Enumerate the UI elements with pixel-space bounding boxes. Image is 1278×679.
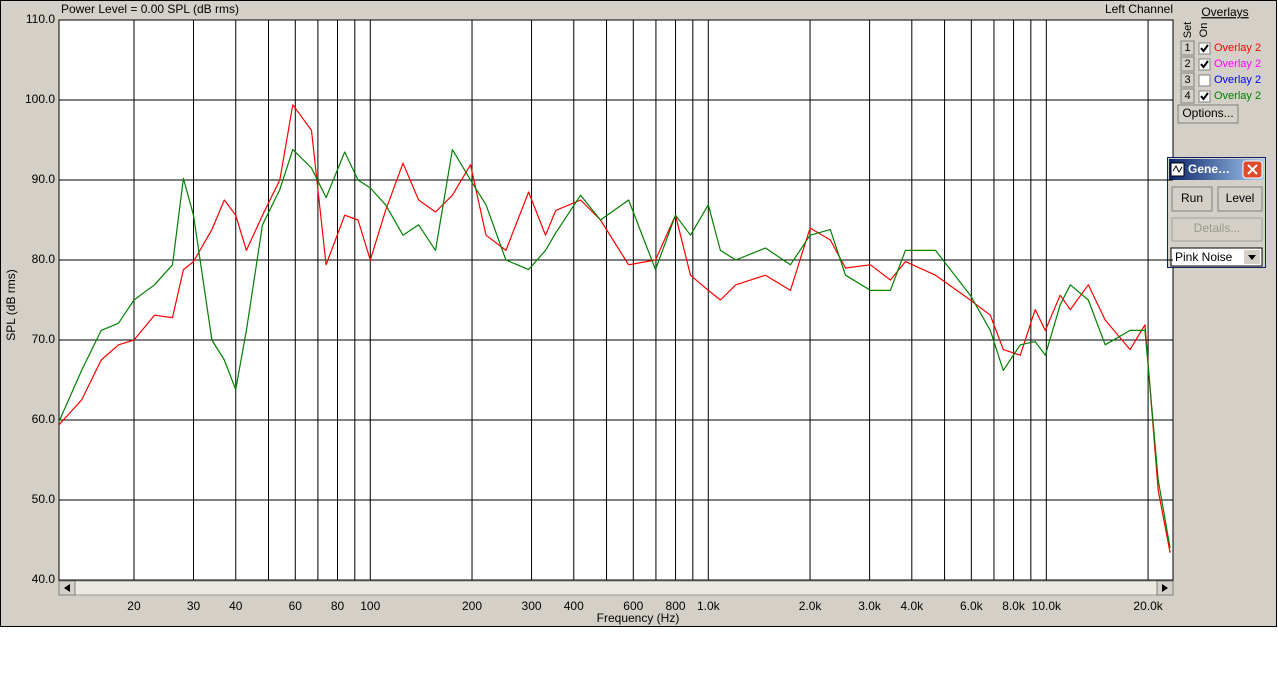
title-bar xyxy=(1169,159,1264,180)
set-number: 2 xyxy=(1184,58,1190,70)
x-tick-label: 800 xyxy=(666,599,686,613)
set-number: 3 xyxy=(1184,74,1190,86)
y-tick-label: 40.0 xyxy=(32,572,56,586)
set-button[interactable] xyxy=(1180,40,1195,56)
x-tick-label: 6.0k xyxy=(960,599,984,613)
x-tick-label: 20.0k xyxy=(1133,599,1163,613)
x-axis-label: Frequency (Hz) xyxy=(597,611,680,625)
source-dropdown[interactable] xyxy=(1170,247,1263,267)
x-tick-label: 8.0k xyxy=(1002,599,1026,613)
x-tick-label: 400 xyxy=(564,599,584,613)
x-tick-label: 40 xyxy=(229,599,243,613)
x-tick-label: 200 xyxy=(462,599,482,613)
generator-window: Gene… Run Level Details... Pink Noise xyxy=(1167,157,1266,268)
overlay-label: Overlay 2 xyxy=(1214,90,1261,102)
arrow-left xyxy=(64,584,70,592)
y-tick-label: 70.0 xyxy=(32,332,56,346)
overlays-panel: Overlays Set On Options... 1 Overlay 2 2 Ov… xyxy=(1177,5,1261,124)
check-mark xyxy=(1200,44,1209,53)
y-tick-label: 100.0 xyxy=(25,92,55,106)
series-line xyxy=(58,104,1171,553)
details-label: Details... xyxy=(1194,221,1241,235)
on-label: On xyxy=(1198,23,1210,38)
checkbox[interactable] xyxy=(1198,74,1211,87)
set-button[interactable] xyxy=(1180,88,1195,104)
options-button[interactable] xyxy=(1177,104,1239,124)
x-tick-label: 3.0k xyxy=(858,599,882,613)
x-tick-label: 1.0k xyxy=(697,599,721,613)
close-x xyxy=(1247,164,1258,175)
set-button[interactable] xyxy=(1180,72,1195,88)
chart-title: Power Level = 0.00 SPL (dB rms) xyxy=(61,2,239,16)
options-label[interactable]: Options... xyxy=(1182,106,1233,120)
icon-wave xyxy=(1172,164,1183,174)
x-tick-label: 100 xyxy=(360,599,380,613)
x-tick-label: 60 xyxy=(289,599,303,613)
level-label[interactable]: Level xyxy=(1226,191,1255,205)
series-line xyxy=(58,149,1171,549)
y-tick-label: 80.0 xyxy=(32,252,56,266)
x-tick-label: 4.0k xyxy=(900,599,924,613)
details-button xyxy=(1171,217,1263,242)
check-mark xyxy=(1200,92,1209,101)
overlay-label: Overlay 2 xyxy=(1214,42,1261,54)
x-tick-label: 600 xyxy=(623,599,643,613)
x-tick-label: 2.0k xyxy=(799,599,823,613)
plot: 40.0 50.0 60.0 70.0 80.0 90.0 100.0 110.0 20 30 40… xyxy=(25,12,1173,613)
check-mark xyxy=(1200,60,1209,69)
set-number: 1 xyxy=(1184,42,1190,54)
level-button[interactable] xyxy=(1217,186,1263,212)
run-label[interactable]: Run xyxy=(1181,191,1203,205)
dropdown-arrow xyxy=(1248,255,1256,260)
scrollbar[interactable] xyxy=(58,580,1174,596)
overlays-title: Overlays xyxy=(1201,5,1248,19)
y-axis-label: SPL (dB rms) xyxy=(4,269,18,341)
run-button[interactable] xyxy=(1171,186,1213,212)
overlay-label: Overlay 2 xyxy=(1214,58,1261,70)
x-tick-label: 30 xyxy=(187,599,201,613)
x-tick-label: 80 xyxy=(331,599,345,613)
plot-area xyxy=(58,19,1174,581)
arrow-right xyxy=(1162,584,1168,592)
y-tick-label: 60.0 xyxy=(32,412,56,426)
channel-label: Left Channel xyxy=(1105,2,1173,16)
set-number: 4 xyxy=(1184,90,1190,102)
overlay-label: Overlay 2 xyxy=(1214,74,1261,86)
scroll-track[interactable] xyxy=(58,580,1174,596)
y-tick-label: 50.0 xyxy=(32,492,56,506)
set-label: Set xyxy=(1182,22,1194,39)
x-tick-label: 300 xyxy=(522,599,542,613)
set-button[interactable] xyxy=(1180,56,1195,72)
source-label[interactable]: Pink Noise xyxy=(1175,250,1233,264)
y-tick-label: 110.0 xyxy=(26,12,55,26)
x-tick-label: 10.0k xyxy=(1032,599,1062,613)
y-tick-label: 90.0 xyxy=(32,172,56,186)
generator-title: Gene… xyxy=(1188,162,1230,176)
x-tick-label: 20 xyxy=(127,599,141,613)
